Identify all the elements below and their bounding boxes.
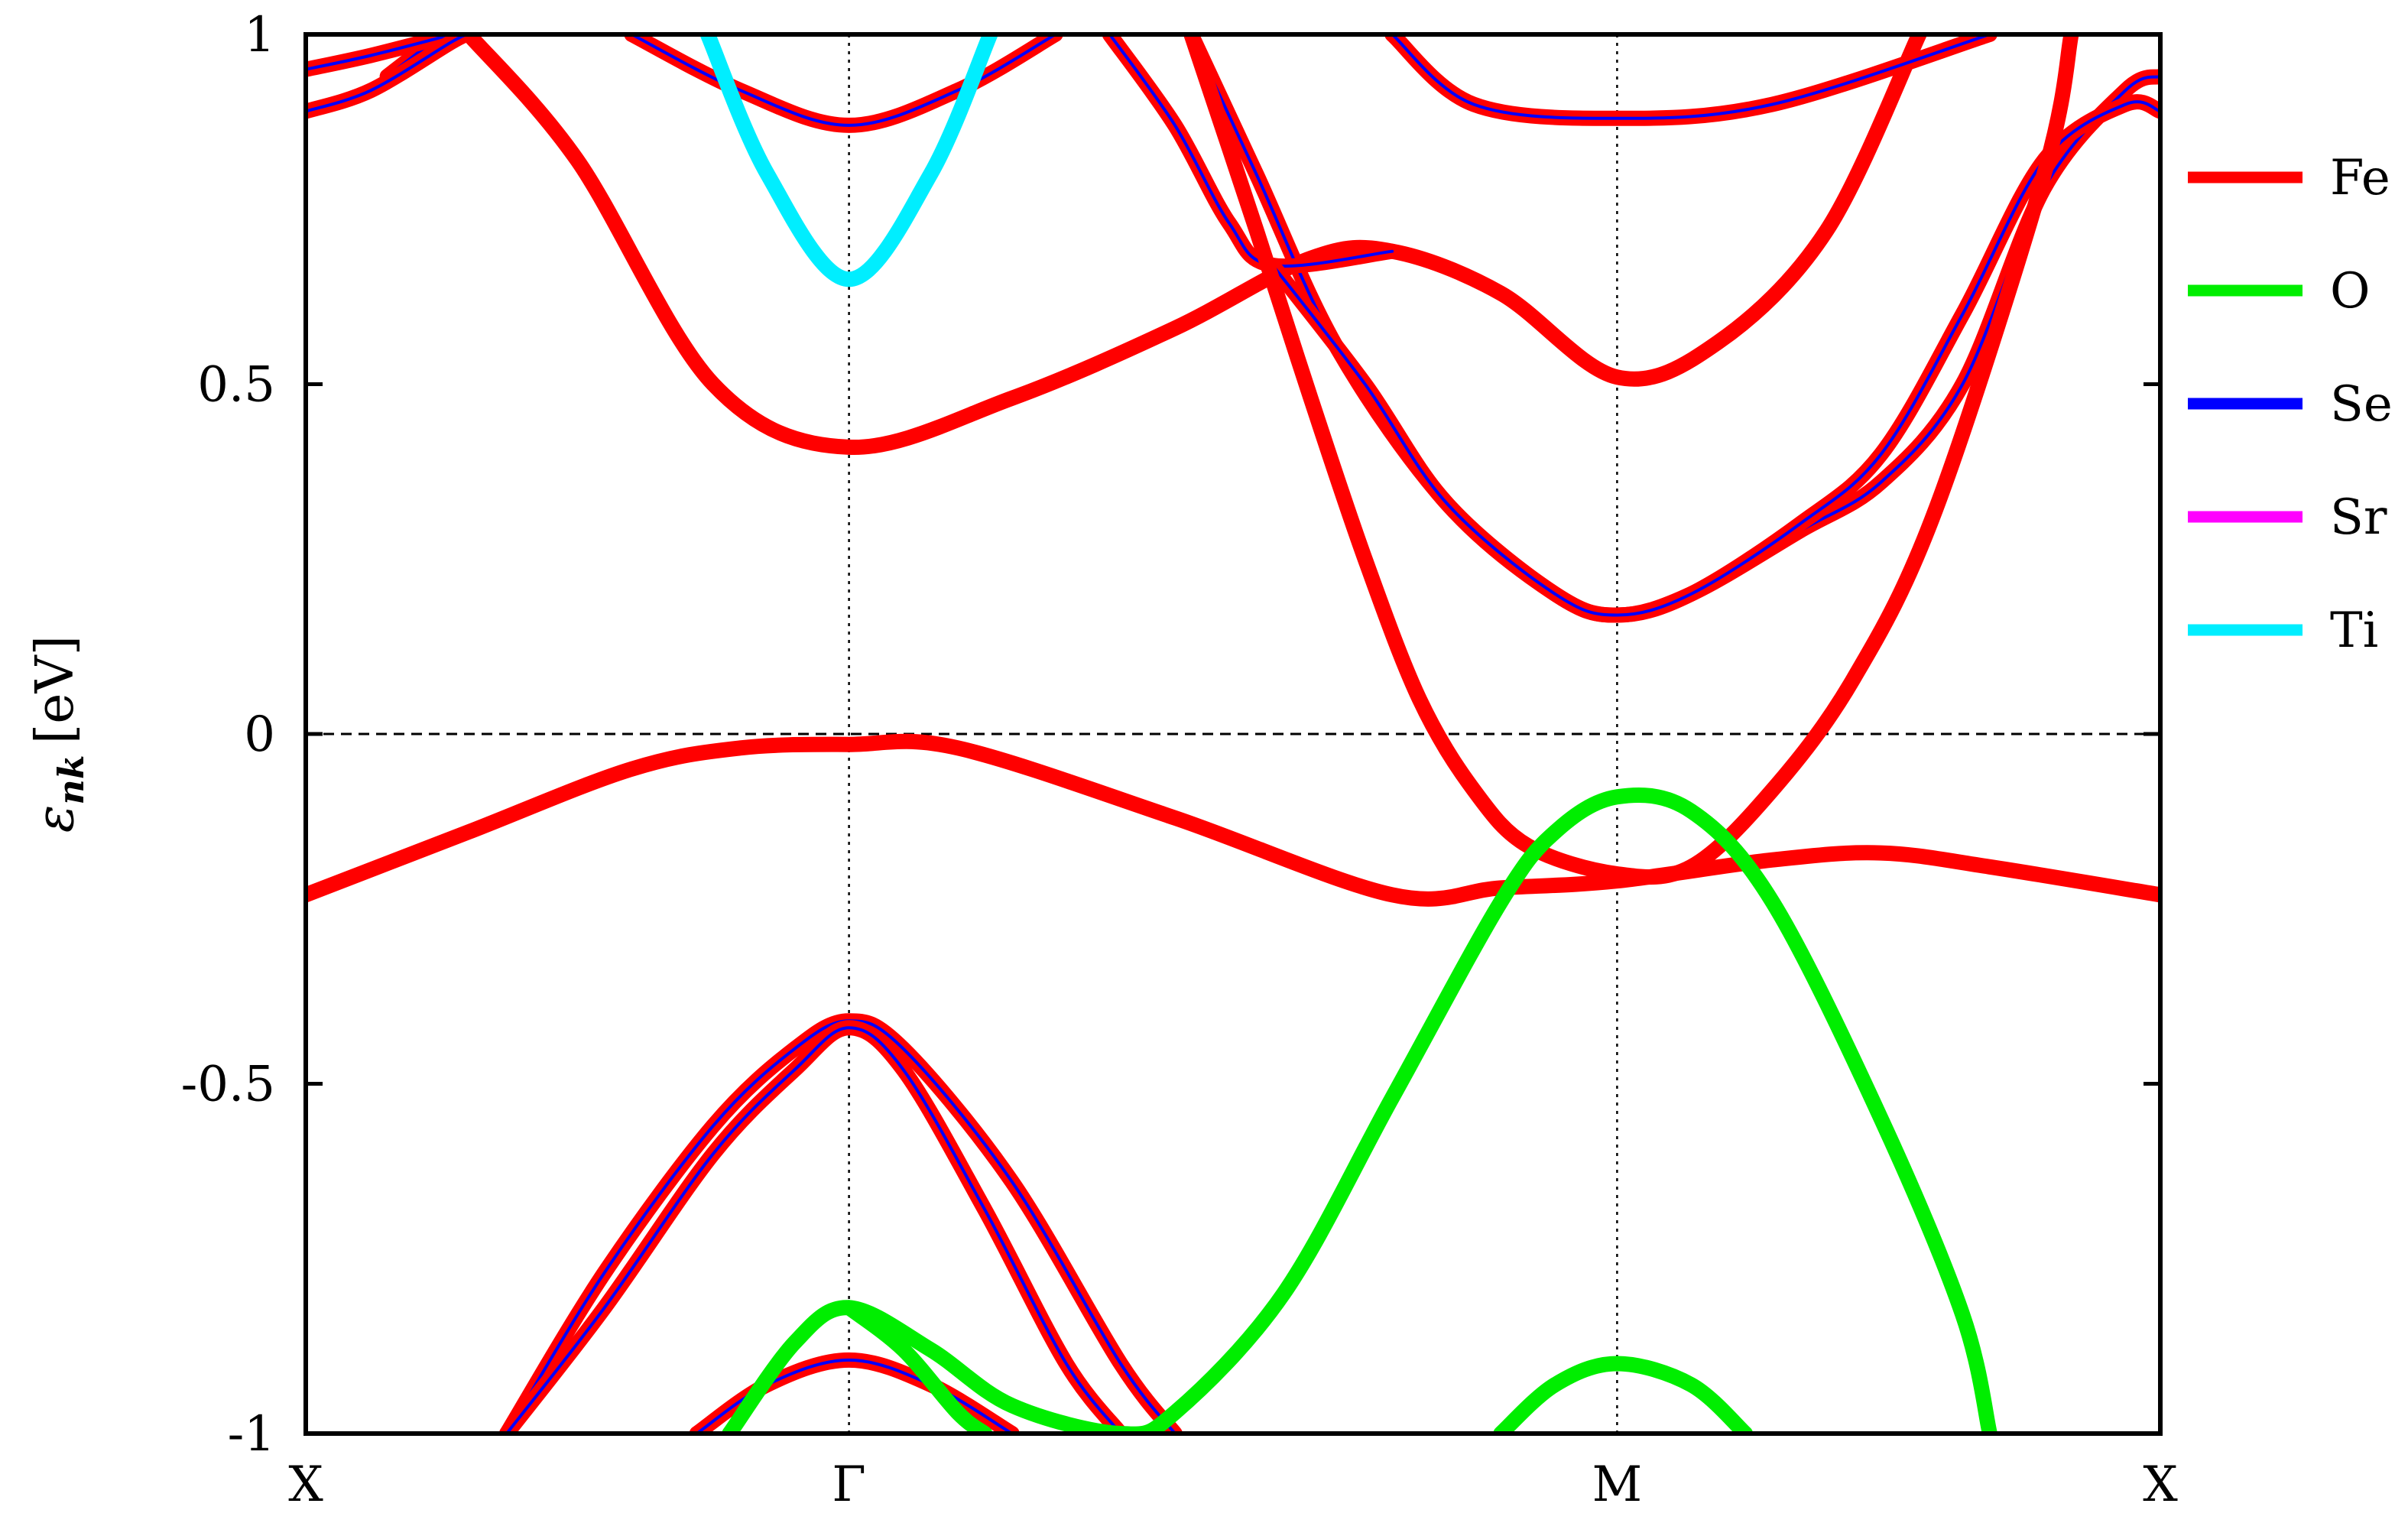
y-axis-title: εnk [eV] <box>25 635 92 833</box>
band-fe-10 <box>1183 34 2079 885</box>
legend-label-o: O <box>2330 263 2370 320</box>
y-tick-label-3: -0.5 <box>181 1057 275 1113</box>
band-fe-1 <box>461 34 1927 455</box>
x-tick-label-2: M <box>1592 1456 1643 1513</box>
x-tick-label-0: X <box>288 1456 323 1513</box>
band-core-12 <box>505 1026 1122 1434</box>
band-ti-17 <box>699 34 998 287</box>
band-core-8 <box>1108 34 1394 268</box>
y-tick-label-4: -1 <box>228 1406 275 1463</box>
band-core-6 <box>1391 34 1991 120</box>
legend: Fe O Se Sr Ti <box>2188 150 2393 659</box>
grid-layer <box>306 34 2160 1434</box>
band-fe-9 <box>1264 94 2160 623</box>
y-axis-title-subscript: nk <box>50 755 92 804</box>
y-axis-title-unit: [eV] <box>25 635 86 744</box>
legend-label-ti: Ti <box>2330 602 2378 659</box>
legend-label-se: Se <box>2330 376 2393 433</box>
y-axis-title-symbol: ε <box>25 805 86 833</box>
band-o-14 <box>722 787 1997 1434</box>
band-core-5 <box>630 34 1057 127</box>
x-tick-label-3: X <box>2143 1456 2178 1513</box>
legend-label-sr: Sr <box>2330 489 2387 546</box>
band-core-3 <box>306 34 454 71</box>
legend-label-fe: Fe <box>2330 150 2390 206</box>
y-tick-label-1: 0.5 <box>197 357 275 414</box>
x-tick-label-1: Γ <box>832 1456 865 1513</box>
y-tick-label-2: 0 <box>244 706 275 763</box>
ticks-layer: 10.50-0.5-1X Γ M X <box>181 7 2179 1513</box>
band-o-15 <box>841 1300 993 1434</box>
band-fe-0 <box>306 733 2160 907</box>
y-tick-label-0: 1 <box>244 7 275 63</box>
band-core-9 <box>1271 100 2160 617</box>
band-o-16 <box>1493 1356 1754 1434</box>
bands-layer <box>306 34 2160 1434</box>
plot-frame <box>303 32 2163 1436</box>
